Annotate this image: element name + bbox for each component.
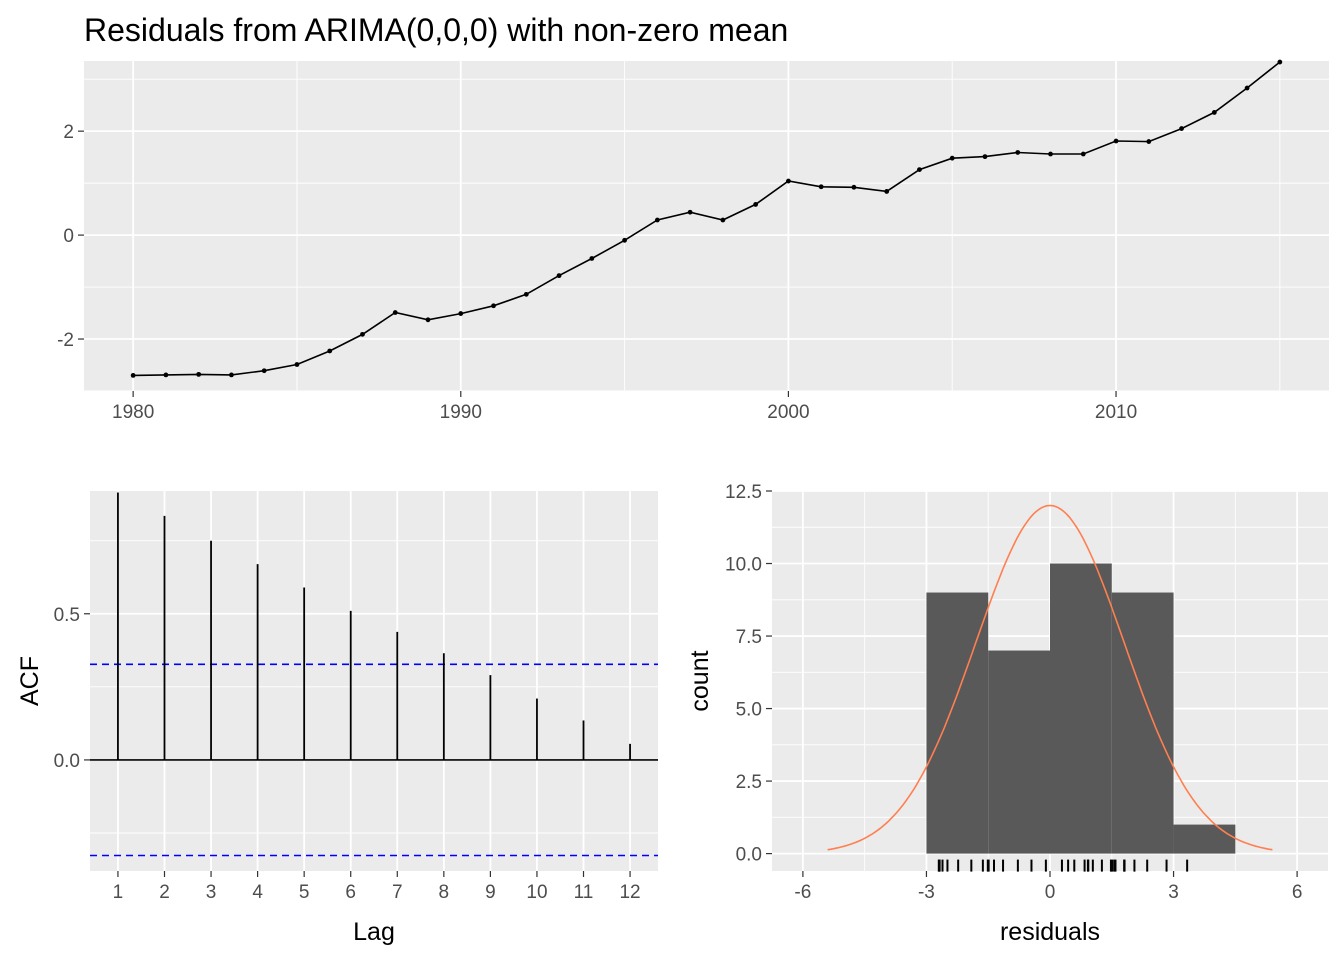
y-tick-label: 0.0 [54,751,80,772]
residual-point [1211,110,1217,115]
tick-labels: 1 2 3 4 5 6 7 8 9 10 11 120.00.5 [54,605,641,903]
x-tick-label: 1990 [440,402,482,423]
residual-point [327,348,333,354]
residual-point [786,178,791,184]
residual-point [982,154,988,160]
residual-point [229,372,234,378]
residual-point [458,311,464,316]
residual-point [1015,150,1021,155]
residual-point [360,331,365,337]
x-tick-label: 3 [206,882,217,903]
residual-point [622,237,627,243]
y-tick-label: 0.5 [54,605,80,626]
x-tick-label: 2 [159,882,170,903]
residual-point [1146,139,1152,144]
residual-point [392,310,398,315]
residual-point [589,256,595,261]
y-tick-label: 10.0 [725,555,762,576]
acf-marks [90,492,658,857]
series-marks [130,59,1283,378]
residual-point [1179,126,1184,131]
tick-labels: -6 -3 0 3 6 0.0 2.5 5.0 7.5 10.0 12.5 [725,482,1302,903]
residual-point [261,368,267,374]
y-tick-label: -2 [57,330,74,351]
x-tick-label: 12 [619,882,640,903]
residual-point [654,217,660,223]
residual-point [1113,138,1119,144]
residual-point [818,184,824,190]
x-tick-label: 6 [345,882,356,903]
x-tick-label: 2010 [1095,402,1137,423]
x-tick-label: 7 [392,882,403,903]
residual-point [1048,151,1053,157]
acf-x-axis-label: Lag [353,918,395,946]
residual-point [163,372,169,378]
x-tick-label: 4 [252,882,263,903]
histogram-marks [827,504,1273,872]
y-tick-label: 0.0 [736,845,762,866]
x-tick-label: 9 [485,882,496,903]
residual-point [196,371,202,377]
histogram-panel: -6 -3 0 3 6 0.0 2.5 5.0 7.5 10.0 12.5 residuals co… [686,482,1328,946]
x-tick-label: 6 [1292,882,1303,903]
x-tick-label: 2000 [767,402,809,423]
histogram-bar [1050,563,1112,854]
x-tick-label: 11 [574,882,594,903]
residual-point [720,217,726,223]
y-tick-label: 12.5 [725,482,762,503]
acf-panel: 1 2 3 4 5 6 7 8 9 10 11 120.00.5 Lag ACF [16,491,658,946]
x-tick-label: 8 [439,882,450,903]
y-tick-label: 2.5 [736,772,762,793]
residual-point [1244,85,1250,91]
x-tick-label: 5 [299,882,310,903]
histogram-bar [988,650,1050,854]
residual-line [133,61,1281,377]
chart-title: Residuals from ARIMA(0,0,0) with non-zer… [84,12,788,48]
acf-y-axis-label: ACF [16,656,44,706]
residual-point [753,202,759,207]
histogram-x-axis-label: residuals [1000,918,1100,946]
residual-point [556,273,562,279]
y-tick-label: 7.5 [736,627,762,648]
x-tick-label: 1 [113,882,124,903]
x-tick-label: 10 [526,882,547,903]
residual-point [917,167,922,173]
x-tick-label: -3 [918,882,935,903]
residual-point [851,184,857,190]
x-tick-label: -6 [794,882,811,903]
gridlines [84,61,1329,392]
y-tick-label: 0 [63,226,74,247]
residual-point [294,362,300,367]
y-tick-label: 5.0 [736,700,762,721]
tick-labels: 1980 1990 2000 2010 -2 0 2 [57,122,1137,423]
histogram-y-axis-label: count [686,650,714,711]
panel-background [84,61,1329,391]
residual-point [130,373,136,378]
residual-point [1080,151,1086,157]
x-tick-label: 0 [1045,882,1056,903]
residual-line-panel: 1980 1990 2000 2010 -2 0 2 [57,59,1329,423]
y-tick-label: 2 [63,122,74,143]
residual-point [949,155,955,161]
x-tick-label: 1980 [112,402,154,423]
residual-point [523,291,529,297]
residual-point [491,303,496,309]
x-tick-label: 3 [1168,882,1179,903]
histogram-bar [1173,824,1236,854]
residual-point [1277,59,1283,65]
panel-background [90,491,658,871]
residual-point [884,189,890,194]
residual-point [687,209,693,215]
residual-point [425,317,431,323]
normal-density-curve [827,504,1273,851]
